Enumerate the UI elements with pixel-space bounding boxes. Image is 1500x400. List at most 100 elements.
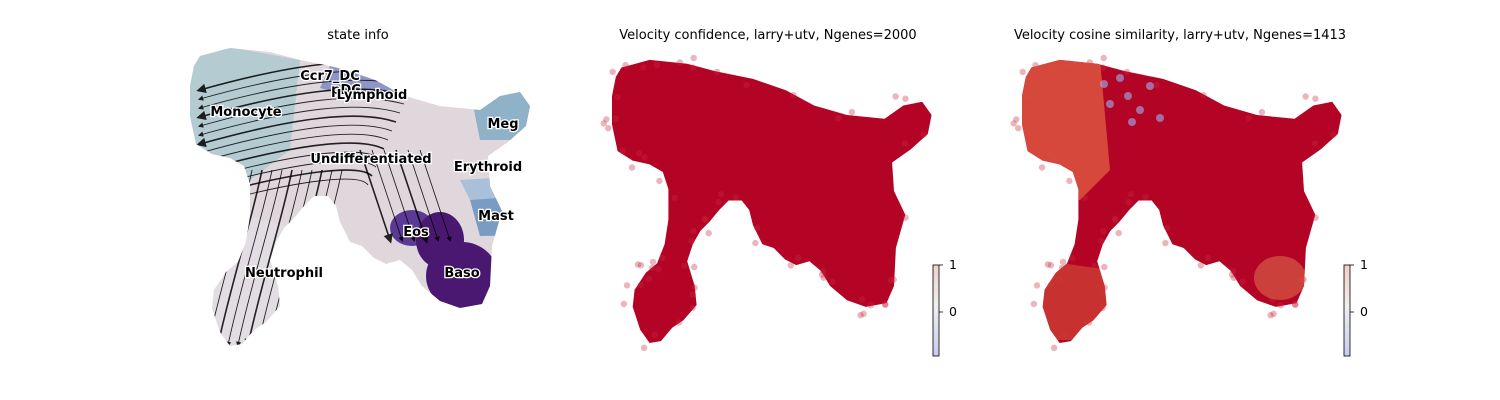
scatter-point	[715, 198, 722, 206]
scatter-point	[1302, 93, 1309, 100]
streamline	[197, 97, 405, 128]
scatter-point	[689, 304, 696, 312]
scatter-point	[1100, 54, 1107, 62]
scatter-point	[1230, 267, 1237, 275]
scatter-point	[603, 116, 610, 123]
scatter-point	[892, 93, 899, 100]
state-label-erythroid: Erythroid	[454, 160, 522, 175]
scatter-point	[1239, 278, 1246, 285]
scatter-point	[1291, 301, 1299, 308]
scatter-point	[688, 237, 695, 245]
scatter-point	[902, 95, 909, 102]
scatter-point	[619, 147, 627, 154]
scatter-point	[881, 301, 889, 308]
lower-similarity-region	[1040, 260, 1120, 340]
streamline	[371, 149, 404, 243]
scatter-point	[1311, 140, 1319, 147]
scatter-point	[637, 281, 644, 289]
scatter-point	[752, 239, 759, 247]
scatter-point	[637, 262, 645, 269]
scatter-point	[691, 284, 698, 291]
scatter-point	[818, 271, 826, 278]
scatter-point	[1010, 120, 1017, 127]
lower-similarity-region	[1254, 256, 1306, 300]
scatter-point-low	[1136, 106, 1144, 114]
scatter-point	[1013, 116, 1020, 123]
scatter-point	[1230, 274, 1237, 281]
scatter-point	[702, 215, 709, 222]
colorbar-cosine-tick-0: 0	[1360, 304, 1368, 319]
scatter-point	[705, 229, 712, 237]
scatter-point	[645, 275, 653, 283]
scatter-point	[1100, 227, 1107, 235]
scatter-point	[829, 278, 836, 285]
scatter-point	[623, 282, 631, 289]
streamline	[196, 115, 397, 148]
scatter-point	[1127, 191, 1135, 198]
scatter-point-low	[1116, 74, 1124, 82]
scatter-point	[1050, 344, 1058, 351]
state-label-undifferentiated: Undifferentiated	[310, 152, 431, 167]
scatter-point	[1258, 108, 1266, 116]
scatter-point	[835, 115, 842, 122]
scatter-point	[1312, 214, 1319, 221]
colorbar-cosine-bar	[1343, 264, 1351, 357]
scatter-point-low	[1146, 82, 1154, 90]
scatter-point	[649, 258, 657, 266]
scatter-point	[1200, 92, 1207, 99]
scatter-point	[1164, 224, 1171, 232]
scatter-point	[1038, 164, 1046, 171]
state-label-meg: Meg	[487, 117, 518, 132]
streamline	[419, 149, 452, 243]
scatter-point	[1033, 282, 1041, 289]
streamline	[197, 133, 389, 164]
scatter-point	[600, 120, 607, 127]
scatter-point	[659, 255, 666, 262]
scatter-point	[1245, 115, 1252, 122]
scatter-point	[732, 194, 739, 201]
scatter-point	[1066, 177, 1073, 185]
scatter-point	[1112, 215, 1119, 222]
scatter-point	[754, 224, 761, 232]
scatter-point	[717, 191, 725, 198]
scatter-point	[655, 266, 662, 273]
scatter-point	[882, 300, 889, 308]
scatter-point	[1228, 271, 1236, 278]
streamline	[197, 106, 401, 137]
scatter-point	[675, 319, 683, 326]
streamline	[395, 149, 429, 244]
scatter-point	[820, 267, 827, 275]
scatter-point	[1030, 300, 1038, 308]
scatter-point-low	[1128, 118, 1136, 126]
scatter-point	[901, 140, 909, 147]
colorbar-confidence-tick-1: 1	[949, 257, 957, 272]
scatter-point	[848, 108, 856, 116]
scatter-point	[1292, 300, 1299, 308]
scatter-point	[867, 302, 874, 309]
scatter-point	[1112, 216, 1119, 223]
scatter-point	[743, 81, 750, 89]
scatter-point	[1059, 258, 1067, 266]
state-label-mast: Mast	[478, 209, 514, 224]
colorbar-cosine-tick-1: 1	[1360, 257, 1368, 272]
streamline	[407, 149, 440, 243]
state-label-ccr7-dc: Ccr7_DC	[300, 69, 360, 84]
scatter-point	[902, 214, 909, 221]
scatter-point-low	[1124, 92, 1132, 100]
scatter-point	[691, 263, 698, 271]
scatter-point	[690, 54, 697, 62]
scatter-point	[1197, 262, 1205, 269]
scatter-point	[1204, 254, 1212, 261]
scatter-point	[787, 262, 794, 269]
panel-title-velocity-cosine: Velocity cosine similarity, larry+utv, N…	[1014, 28, 1346, 43]
scatter-point	[656, 177, 663, 185]
scatter-point	[689, 64, 697, 71]
streamline	[226, 169, 273, 346]
scatter-point	[605, 125, 612, 132]
scatter-point	[1270, 310, 1277, 317]
scatter-point	[890, 276, 897, 283]
scatter-point	[1098, 237, 1105, 245]
scatter-point	[859, 296, 866, 303]
panel-title-state-info: state info	[327, 28, 388, 43]
